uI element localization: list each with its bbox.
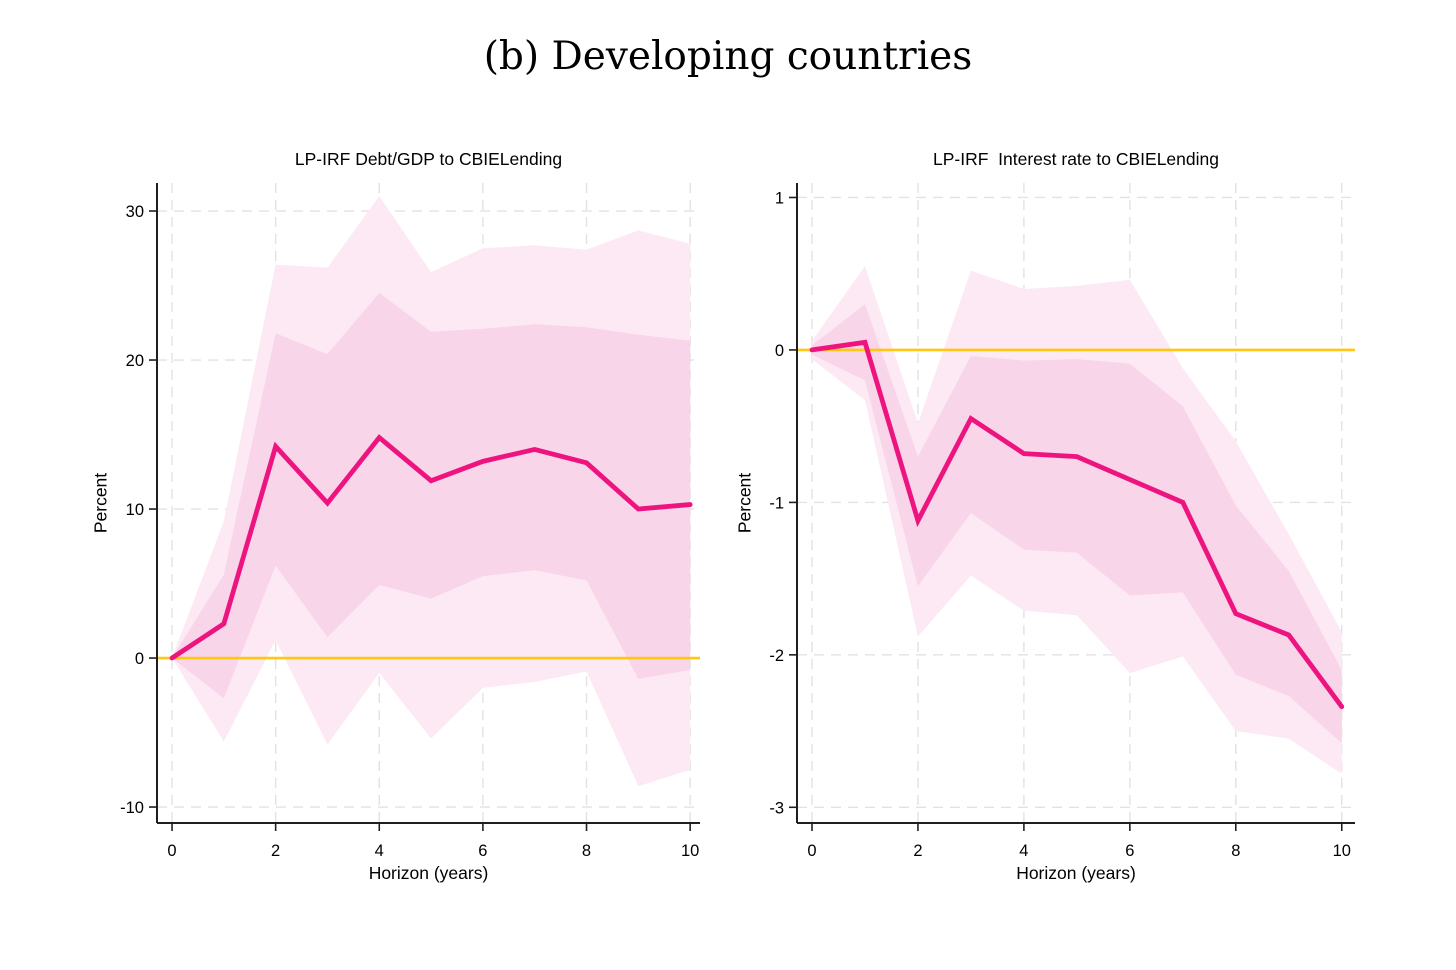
- right-x-axis-label: Horizon (years): [1016, 863, 1136, 883]
- x-tick-label: 2: [913, 842, 922, 860]
- right-panel-title: LP-IRF Interest rate to CBIELending: [933, 149, 1219, 169]
- x-tick-label: 2: [271, 842, 280, 860]
- y-tick-label: -1: [769, 494, 784, 512]
- x-tick-label: 10: [681, 842, 699, 860]
- figure-title: (b) Developing countries: [483, 34, 973, 79]
- x-tick-label: 8: [1231, 842, 1240, 860]
- y-tick-label: -3: [769, 799, 784, 817]
- y-tick-label: 30: [126, 203, 144, 221]
- x-tick-label: 6: [1125, 842, 1134, 860]
- x-tick-label: 4: [375, 842, 384, 860]
- confidence-band-inner: [811, 304, 1342, 744]
- confidence-band-inner: [172, 292, 691, 699]
- irf-line: [169, 434, 693, 661]
- x-tick-label: 8: [582, 842, 591, 860]
- y-tick-label: 1: [775, 189, 784, 207]
- y-tick-label: 20: [126, 352, 144, 370]
- x-tick-label: 10: [1333, 842, 1351, 860]
- y-tick-label: -2: [769, 647, 784, 665]
- y-tick-label: 0: [135, 650, 144, 668]
- y-tick-label: 10: [126, 501, 144, 519]
- y-tick-label: -10: [120, 799, 144, 817]
- y-tick-label: 0: [775, 342, 784, 360]
- x-tick-label: 4: [1019, 842, 1028, 860]
- irf-line: [809, 339, 1345, 710]
- x-tick-label: 0: [807, 842, 816, 860]
- left-x-axis-label: Horizon (years): [368, 863, 489, 883]
- x-tick-label: 6: [478, 842, 487, 860]
- x-tick-label: 0: [167, 842, 176, 860]
- left-panel-title: LP-IRF Debt/GDP to CBIELending: [294, 149, 563, 169]
